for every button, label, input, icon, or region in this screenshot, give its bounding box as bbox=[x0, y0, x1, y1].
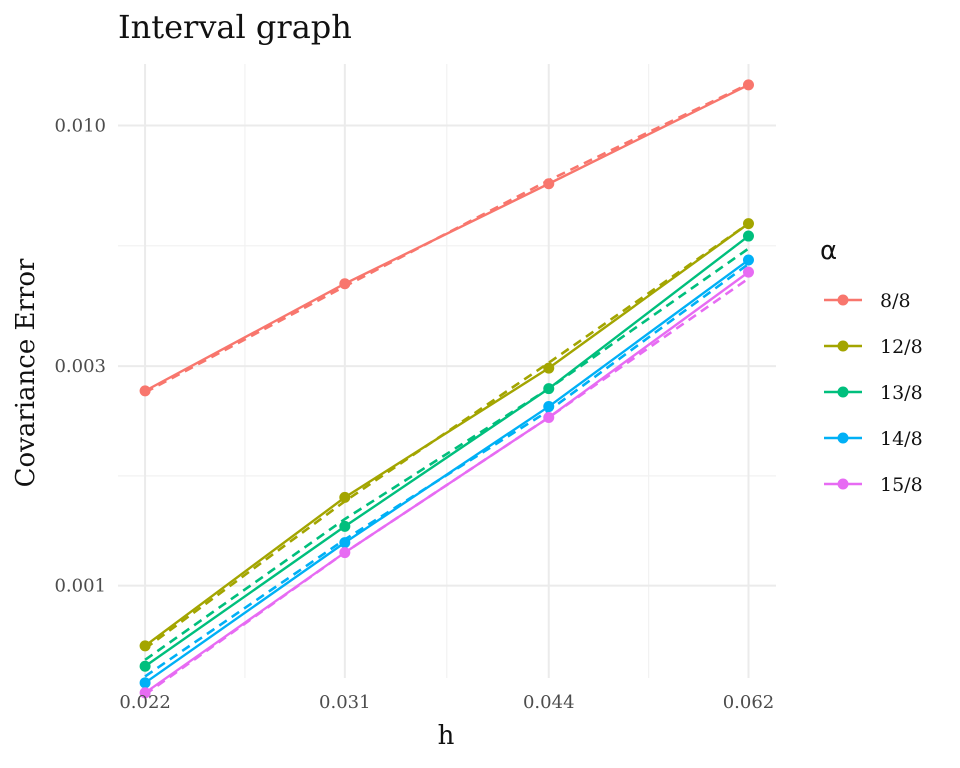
x-tick-label: 0.044 bbox=[523, 692, 575, 713]
legend-item: 12/8 bbox=[824, 336, 923, 358]
legend-item: 14/8 bbox=[824, 428, 923, 450]
data-point bbox=[742, 79, 754, 91]
series-line bbox=[144, 259, 750, 684]
legend-key-point bbox=[837, 478, 849, 490]
legend-key-point bbox=[837, 340, 849, 352]
y-axis-ticks: 0.001 0.003 0.010 bbox=[54, 115, 106, 596]
series-line bbox=[144, 83, 750, 392]
grid bbox=[118, 64, 776, 678]
legend: α 8/8 12/8 13/8 14/8 15/8 bbox=[820, 236, 923, 496]
legend-key-point bbox=[837, 294, 849, 306]
series-line bbox=[144, 222, 750, 647]
legend-label: 12/8 bbox=[880, 336, 923, 358]
legend-label: 14/8 bbox=[880, 428, 923, 450]
series-line bbox=[144, 235, 750, 668]
series-fit-line bbox=[144, 222, 750, 650]
legend-label: 8/8 bbox=[880, 290, 911, 312]
series-fit-line bbox=[144, 82, 750, 394]
legend-item: 15/8 bbox=[824, 474, 923, 496]
legend-key-point bbox=[837, 386, 849, 398]
x-axis-title: h bbox=[438, 721, 455, 751]
y-tick-label: 0.010 bbox=[54, 115, 106, 136]
data-point bbox=[339, 278, 351, 290]
x-tick-label: 0.022 bbox=[119, 692, 171, 713]
x-axis-ticks: 0.022 0.031 0.044 0.062 bbox=[119, 692, 774, 713]
series-layer bbox=[139, 79, 754, 699]
legend-label: 13/8 bbox=[880, 382, 923, 404]
data-point bbox=[543, 401, 555, 413]
data-point bbox=[543, 362, 555, 374]
legend-item: 8/8 bbox=[824, 290, 911, 312]
series-1 bbox=[139, 79, 754, 397]
data-point bbox=[742, 266, 754, 278]
series-2 bbox=[139, 218, 754, 652]
series-3 bbox=[139, 230, 754, 672]
data-point bbox=[139, 687, 151, 699]
data-point bbox=[742, 218, 754, 230]
series-4 bbox=[139, 254, 754, 689]
legend-key-point bbox=[837, 432, 849, 444]
y-tick-label: 0.001 bbox=[54, 576, 106, 597]
data-point bbox=[139, 677, 151, 689]
data-point bbox=[742, 230, 754, 242]
x-tick-label: 0.062 bbox=[723, 692, 775, 713]
data-point bbox=[139, 385, 151, 397]
data-point bbox=[139, 660, 151, 672]
chart-title: Interval graph bbox=[118, 8, 352, 46]
data-point bbox=[339, 537, 351, 549]
y-axis-title: Covariance Error bbox=[11, 258, 41, 487]
data-point bbox=[339, 547, 351, 559]
legend-label: 15/8 bbox=[880, 474, 923, 496]
series-line bbox=[144, 271, 750, 694]
data-point bbox=[543, 383, 555, 395]
legend-item: 13/8 bbox=[824, 382, 923, 404]
data-point bbox=[543, 178, 555, 190]
data-point bbox=[339, 491, 351, 503]
x-tick-label: 0.031 bbox=[319, 692, 371, 713]
series-fit-line bbox=[144, 247, 750, 661]
data-point bbox=[139, 640, 151, 652]
data-point bbox=[742, 254, 754, 266]
data-point bbox=[339, 520, 351, 532]
y-tick-label: 0.003 bbox=[54, 356, 106, 377]
legend-title: α bbox=[820, 236, 837, 266]
series-5 bbox=[139, 266, 754, 699]
data-point bbox=[543, 411, 555, 423]
